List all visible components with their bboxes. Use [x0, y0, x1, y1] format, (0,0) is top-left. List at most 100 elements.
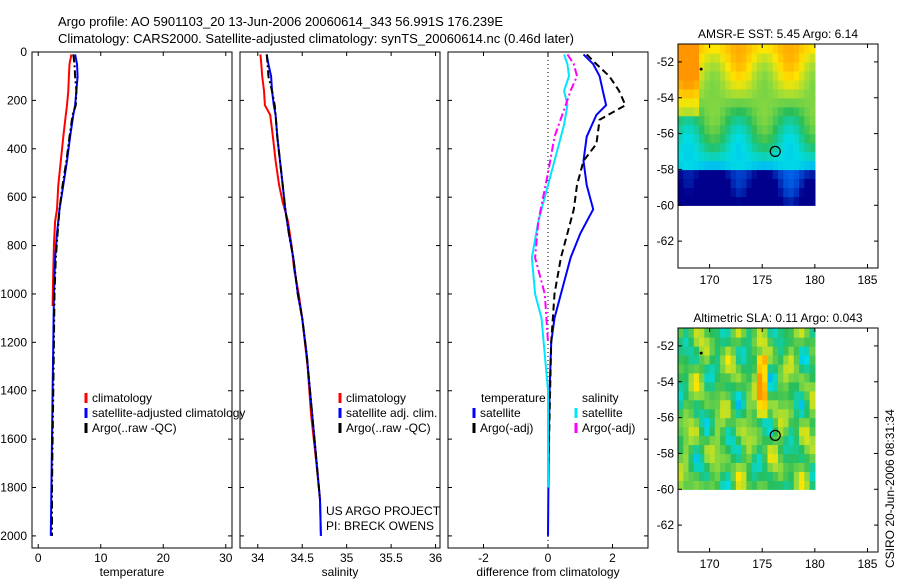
heatmap-cell	[678, 88, 684, 99]
heatmap-cell	[720, 408, 726, 419]
heatmap-cell	[772, 178, 779, 188]
heatmap-cell	[693, 151, 700, 162]
heatmap-cell	[793, 97, 800, 108]
heatmap-cell	[799, 471, 805, 481]
heatmap-cell	[704, 115, 711, 126]
heatmap-cell	[688, 88, 695, 99]
heatmap-cell	[704, 97, 711, 108]
heatmap-cell	[793, 70, 800, 81]
legend-label: Argo(-adj)	[480, 421, 533, 435]
heatmap-cell	[783, 372, 790, 383]
heatmap-cell	[793, 480, 800, 490]
heatmap-cell	[783, 133, 790, 144]
heatmap-cell	[778, 417, 784, 428]
heatmap-cell	[793, 79, 800, 90]
x-tick-label: 0	[35, 551, 42, 565]
heatmap-cell	[804, 106, 811, 117]
heatmap-cell	[756, 381, 763, 392]
heatmap-cell	[678, 79, 684, 90]
heatmap-cell	[678, 471, 684, 481]
heatmap-cell	[772, 169, 779, 179]
heatmap-cell	[793, 426, 800, 437]
heatmap-cell	[725, 354, 732, 365]
heatmap-cell	[751, 115, 758, 126]
legend-label: Argo(..raw -QC)	[92, 421, 177, 435]
heatmap-cell	[762, 363, 769, 374]
heatmap-cell	[735, 187, 742, 197]
heatmap-cell	[788, 417, 795, 428]
heatmap-cell	[783, 88, 790, 99]
heatmap-cell	[767, 70, 774, 81]
heatmap-cell	[688, 151, 695, 162]
heatmap-cell	[683, 408, 690, 419]
heatmap-cell	[693, 444, 700, 455]
heatmap-cell	[751, 337, 758, 347]
map-x-tick-label: 180	[805, 273, 825, 287]
heatmap-cell	[720, 328, 726, 338]
heatmap-cell	[704, 160, 711, 171]
heatmap-cell	[783, 328, 790, 338]
heatmap-cell	[730, 435, 737, 446]
heatmap-cell	[804, 462, 811, 472]
heatmap-cell	[778, 79, 784, 90]
heatmap-cell	[809, 70, 816, 81]
profile-panel-salinity	[239, 51, 441, 549]
heatmap-cell	[783, 345, 790, 356]
heatmap-cell	[793, 345, 800, 356]
heatmap-cell	[741, 480, 748, 490]
heatmap-cell	[793, 151, 800, 162]
heatmap-cell	[746, 363, 753, 374]
x-axis-label: temperature	[100, 565, 165, 579]
heatmap-cell	[804, 435, 811, 446]
heatmap-cell	[741, 70, 748, 81]
heatmap-cell	[730, 354, 737, 365]
heatmap-cell	[804, 471, 811, 481]
series-line-climatology	[259, 54, 322, 536]
heatmap-cell	[714, 44, 721, 54]
heatmap-cell	[804, 372, 811, 383]
heatmap-cell	[714, 426, 721, 437]
heatmap-cell	[783, 399, 790, 410]
heatmap-cell	[683, 79, 690, 90]
heatmap-cell	[772, 61, 779, 72]
heatmap-cell	[783, 124, 790, 135]
heatmap-cell	[804, 88, 811, 99]
heatmap-cell	[799, 169, 805, 179]
heatmap-cell	[751, 88, 758, 99]
heatmap-cell	[735, 426, 742, 437]
heatmap-cell	[778, 381, 784, 392]
x-tick-label: 34.5	[291, 551, 315, 565]
heatmap-cell	[725, 88, 732, 99]
heatmap-cell	[704, 345, 711, 356]
heatmap-cell	[720, 354, 726, 365]
heatmap-cell	[778, 53, 784, 63]
heatmap-cell	[783, 480, 790, 490]
heatmap-cell	[756, 453, 763, 463]
heatmap-cell	[799, 328, 805, 338]
heatmap-cell	[778, 372, 784, 383]
heatmap-cell	[767, 106, 774, 117]
heatmap-cell	[683, 381, 690, 392]
heatmap-cell	[767, 471, 774, 481]
heatmap-cell	[783, 178, 790, 188]
heatmap-cell	[741, 142, 748, 153]
heatmap-cell	[725, 44, 732, 54]
heatmap-cell	[730, 345, 737, 356]
heatmap-cell	[693, 363, 700, 374]
heatmap-cell	[693, 372, 700, 383]
heatmap-cell	[741, 363, 748, 374]
heatmap-cell	[788, 142, 795, 153]
y-tick-label: 200	[7, 93, 27, 107]
heatmap-cell	[714, 399, 721, 410]
heatmap-cell	[693, 435, 700, 446]
heatmap-cell	[678, 435, 684, 446]
heatmap-cell	[804, 169, 811, 179]
heatmap-cell	[720, 480, 726, 490]
heatmap-cell	[688, 160, 695, 171]
heatmap-cell	[699, 115, 705, 126]
heatmap-cell	[693, 169, 700, 179]
heatmap-cell	[778, 124, 784, 135]
heatmap-cell	[783, 435, 790, 446]
heatmap-cell	[704, 471, 711, 481]
